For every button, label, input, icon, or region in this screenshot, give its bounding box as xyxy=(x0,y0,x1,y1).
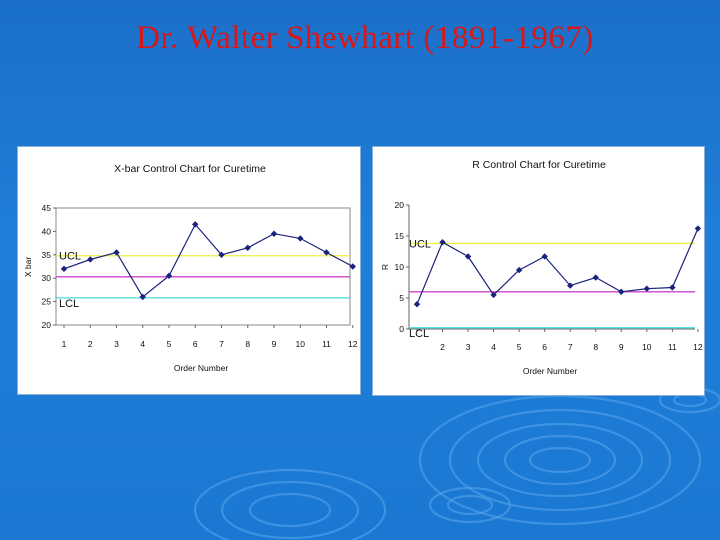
xbar-x-tick-label: 12 xyxy=(348,339,358,349)
r-data-point xyxy=(464,253,472,260)
xbar-data-point xyxy=(165,272,173,280)
xbar-y-tick-label: 45 xyxy=(42,203,52,213)
xbar-data-point xyxy=(87,256,94,263)
xbar-data-point xyxy=(297,235,304,242)
r-ucl-label: UCL xyxy=(409,238,431,250)
r-y-tick-label: 20 xyxy=(395,200,405,210)
r-data-point xyxy=(643,285,651,292)
xbar-x-tick-label: 8 xyxy=(245,339,250,349)
r-data-point xyxy=(694,225,702,232)
r-x-tick-label: 6 xyxy=(542,342,547,352)
xbar-series-line xyxy=(63,223,354,298)
xbar-y-tick-label: 35 xyxy=(42,250,52,260)
r-x-tick-label: 2 xyxy=(440,342,445,352)
xbar-data-point xyxy=(218,251,225,258)
r-data-point xyxy=(592,274,599,281)
r-x-tick-label: 5 xyxy=(517,342,522,352)
r-x-tick-label: 11 xyxy=(668,342,677,352)
r-x-tick-label: 7 xyxy=(568,342,573,352)
xbar-lcl-label: LCL xyxy=(59,298,79,310)
r-x-tick-label: 10 xyxy=(642,342,652,352)
r-chart-title: R Control Chart for Curetime xyxy=(472,159,606,171)
xbar-data-point xyxy=(139,293,146,301)
r-data-point xyxy=(439,239,446,246)
xbar-y-tick-label: 30 xyxy=(42,273,52,283)
xbar-x-axis-label: Order Number xyxy=(174,363,228,373)
r-lcl-label: LCL xyxy=(409,328,429,340)
xbar-y-tick-label: 40 xyxy=(42,226,52,236)
xbar-data-point xyxy=(349,263,356,270)
xbar-data-point xyxy=(60,265,68,273)
xbar-data-point xyxy=(270,230,278,237)
xbar-chart-title: X-bar Control Chart for Curetime xyxy=(114,163,266,175)
r-x-tick-label: 9 xyxy=(619,342,624,352)
r-data-point xyxy=(618,288,625,295)
xbar-x-tick-label: 1 xyxy=(62,339,67,349)
r-chart-panel: R Control Chart for Curetime Order Number… xyxy=(372,146,705,396)
r-x-tick-label: 12 xyxy=(693,342,703,352)
r-y-tick-label: 10 xyxy=(395,262,405,272)
r-y-tick-label: 15 xyxy=(395,231,405,241)
r-x-tick-label: 3 xyxy=(466,342,471,352)
xbar-x-tick-label: 4 xyxy=(140,339,145,349)
r-x-axis-label: Order Number xyxy=(523,366,577,376)
xbar-x-tick-label: 2 xyxy=(88,339,93,349)
r-data-point xyxy=(413,301,421,308)
xbar-y-tick-label: 25 xyxy=(42,297,52,307)
xbar-y-tick-label: 20 xyxy=(42,320,52,330)
xbar-data-point xyxy=(244,244,251,251)
r-x-tick-label: 4 xyxy=(491,342,496,352)
xbar-y-axis-label: X bar xyxy=(23,257,33,277)
r-data-point xyxy=(490,291,497,299)
xbar-data-point xyxy=(192,221,199,228)
r-data-point xyxy=(669,284,676,291)
xbar-chart-panel: X-bar Control Chart for Curetime Order Nu… xyxy=(17,146,361,395)
r-x-tick-label: 8 xyxy=(593,342,598,352)
xbar-x-tick-label: 6 xyxy=(193,339,198,349)
r-chart: R Control Chart for Curetime Order Number… xyxy=(380,159,703,376)
xbar-x-tick-label: 10 xyxy=(296,339,306,349)
r-y-axis-label: R xyxy=(380,264,390,270)
xbar-x-tick-label: 9 xyxy=(272,339,277,349)
xbar-x-tick-label: 5 xyxy=(167,339,172,349)
xbar-data-point xyxy=(323,249,330,256)
xbar-x-tick-label: 3 xyxy=(114,339,119,349)
r-y-tick-label: 0 xyxy=(399,324,404,334)
xbar-plot-frame xyxy=(55,207,351,326)
r-y-tick-label: 5 xyxy=(399,293,404,303)
slide-title: Dr. Walter Shewhart (1891-1967) xyxy=(136,20,594,56)
r-series-line xyxy=(416,228,699,305)
xbar-x-tick-label: 11 xyxy=(322,339,331,349)
xbar-x-tick-label: 7 xyxy=(219,339,224,349)
xbar-ucl-label: UCL xyxy=(59,251,81,263)
xbar-chart: X-bar Control Chart for Curetime Order Nu… xyxy=(23,163,358,373)
xbar-data-point xyxy=(113,249,120,256)
